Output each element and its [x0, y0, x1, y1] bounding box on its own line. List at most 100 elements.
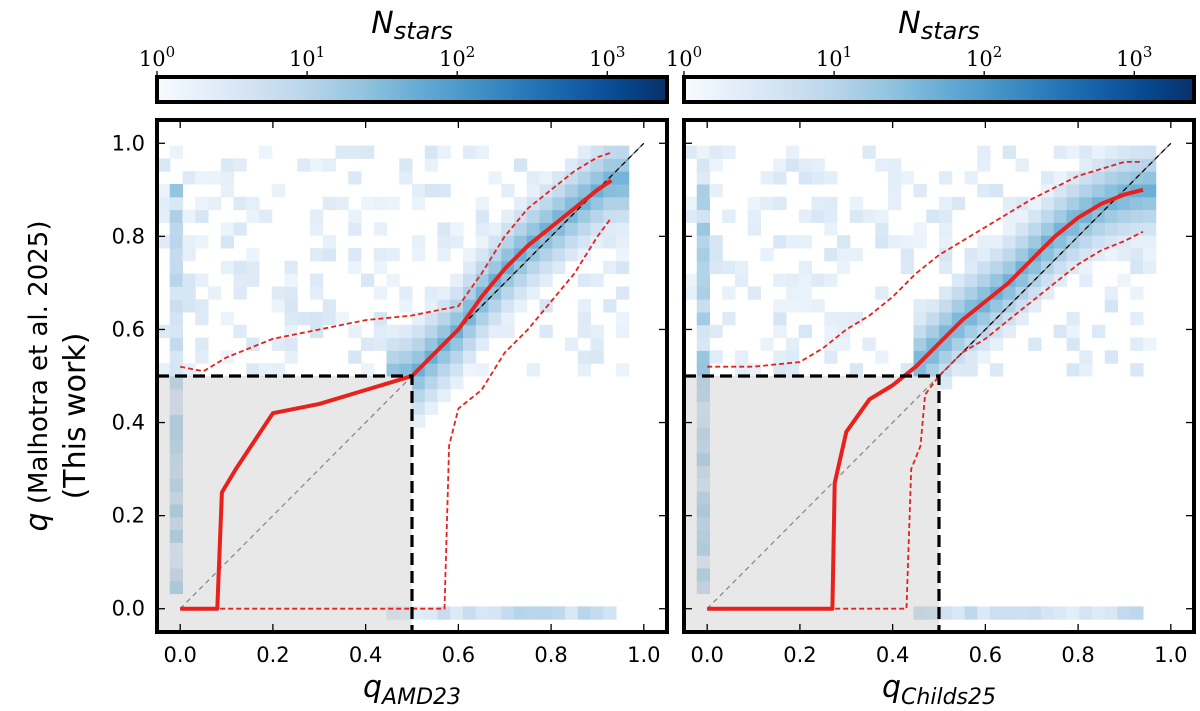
heatmap-cell	[990, 260, 1004, 275]
heatmap-cell	[684, 145, 698, 159]
heatmap-cell	[773, 158, 787, 172]
heatmap-cell	[437, 363, 451, 377]
heatmap-cell	[322, 158, 336, 172]
heatmap-cell	[1015, 158, 1029, 172]
heatmap-cell	[824, 312, 838, 326]
heatmap-cell	[424, 606, 438, 620]
heatmap-cell	[977, 145, 991, 159]
heatmap-cell	[271, 299, 285, 313]
heatmap-cell	[875, 286, 889, 300]
heatmap-cell	[526, 286, 540, 300]
heatmap-cell	[399, 158, 413, 172]
heatmap-cell	[1015, 235, 1029, 249]
heatmap-cell	[450, 312, 464, 326]
heatmap-cell	[926, 209, 940, 223]
heatmap-cell	[590, 235, 604, 249]
heatmap-cell	[386, 273, 400, 287]
heatmap-cell	[1041, 248, 1055, 262]
heatmap-cell	[1104, 248, 1118, 262]
heatmap-cell	[1053, 324, 1067, 339]
heatmap-cell	[1092, 145, 1106, 159]
heatmap-cell	[233, 222, 247, 236]
y-axis-title-rest: (Malhotra et al. 2025)	[24, 221, 54, 513]
heatmap-cell	[475, 260, 489, 275]
heatmap-cell	[735, 260, 749, 275]
heatmap-cell	[786, 337, 800, 351]
heatmap-cell	[157, 363, 171, 377]
heatmap-cell	[577, 171, 591, 185]
heatmap-cell	[475, 312, 489, 326]
heatmap-cell	[709, 235, 723, 249]
heatmap-cell	[195, 209, 209, 223]
heatmap-cell	[824, 222, 838, 236]
heatmap-cell	[373, 324, 387, 339]
heatmap-cell	[501, 235, 515, 249]
heatmap-cell	[590, 209, 604, 223]
x-axis-title: qChilds25	[882, 670, 996, 710]
heatmap-cell	[824, 350, 838, 364]
heatmap-cell	[1041, 606, 1055, 620]
threshold-box	[157, 374, 414, 632]
heatmap-cell	[1079, 158, 1093, 172]
heatmap-cell	[463, 363, 477, 377]
heatmap-cell	[616, 260, 630, 275]
colorbar-tick-exp: 0	[693, 43, 703, 61]
heatmap-cell	[437, 376, 451, 390]
heatmap-cell	[157, 158, 171, 172]
heatmap-cell	[1002, 248, 1016, 262]
heatmap-cell	[424, 388, 438, 403]
heatmap-cell	[1104, 286, 1118, 300]
heatmap-cell	[335, 312, 349, 326]
heatmap-cell	[696, 542, 710, 556]
heatmap-cell	[951, 196, 965, 211]
colorbar-tick-base: 10	[816, 47, 843, 71]
heatmap-cell	[1104, 350, 1118, 364]
panel-left: 0.0 0.2 0.4 0.6 0.8 1.00.00.20.40.60.81.0qAMD…	[20, 6, 669, 710]
heatmap-cell	[310, 158, 324, 172]
heatmap-cell	[424, 184, 438, 198]
heatmap-cell	[233, 286, 247, 300]
heatmap-cell	[1002, 196, 1016, 211]
heatmap-cell	[348, 171, 362, 185]
heatmap-cell	[773, 171, 787, 185]
heatmap-cell	[169, 555, 183, 569]
heatmap-cell	[577, 222, 591, 236]
heatmap-cell	[696, 209, 710, 223]
heatmap-cell	[1002, 145, 1016, 159]
heatmap-cell	[811, 171, 825, 185]
heatmap-cell	[501, 299, 515, 313]
heatmap-cell	[463, 260, 477, 275]
heatmap-cell	[284, 350, 298, 364]
heatmap-cell	[1053, 260, 1067, 275]
heatmap-cell	[284, 299, 298, 313]
colorbar-tick-base: 10	[439, 47, 466, 71]
heatmap-cell	[450, 286, 464, 300]
heatmap-cell	[1130, 260, 1144, 275]
heatmap-cell	[616, 363, 630, 377]
heatmap-cell	[577, 248, 591, 262]
heatmap-cell	[1053, 209, 1067, 223]
heatmap-cell	[696, 286, 710, 300]
heatmap-cell	[169, 568, 183, 582]
heatmap-cell	[1104, 184, 1118, 198]
heatmap-cell	[811, 299, 825, 313]
heatmap-cell	[811, 209, 825, 223]
heatmap-cell	[220, 158, 234, 172]
heatmap-cell	[310, 312, 324, 326]
heatmap-cell	[939, 171, 953, 185]
heatmap-cell	[169, 337, 183, 351]
heatmap-cell	[399, 337, 413, 351]
colorbar-title: Nstars	[898, 6, 979, 45]
heatmap-cell	[939, 350, 953, 364]
heatmap-cell	[412, 184, 426, 198]
heatmap-cell	[348, 350, 362, 364]
heatmap-cell	[539, 324, 553, 339]
heatmap-cell	[424, 363, 438, 377]
heatmap-cell	[1066, 324, 1080, 339]
heatmap-cell	[182, 286, 196, 300]
heatmap-cell	[824, 248, 838, 262]
heatmap-cell	[348, 260, 362, 275]
heatmap-cell	[811, 273, 825, 287]
heatmap-cell	[450, 273, 464, 287]
heatmap-cell	[475, 222, 489, 236]
